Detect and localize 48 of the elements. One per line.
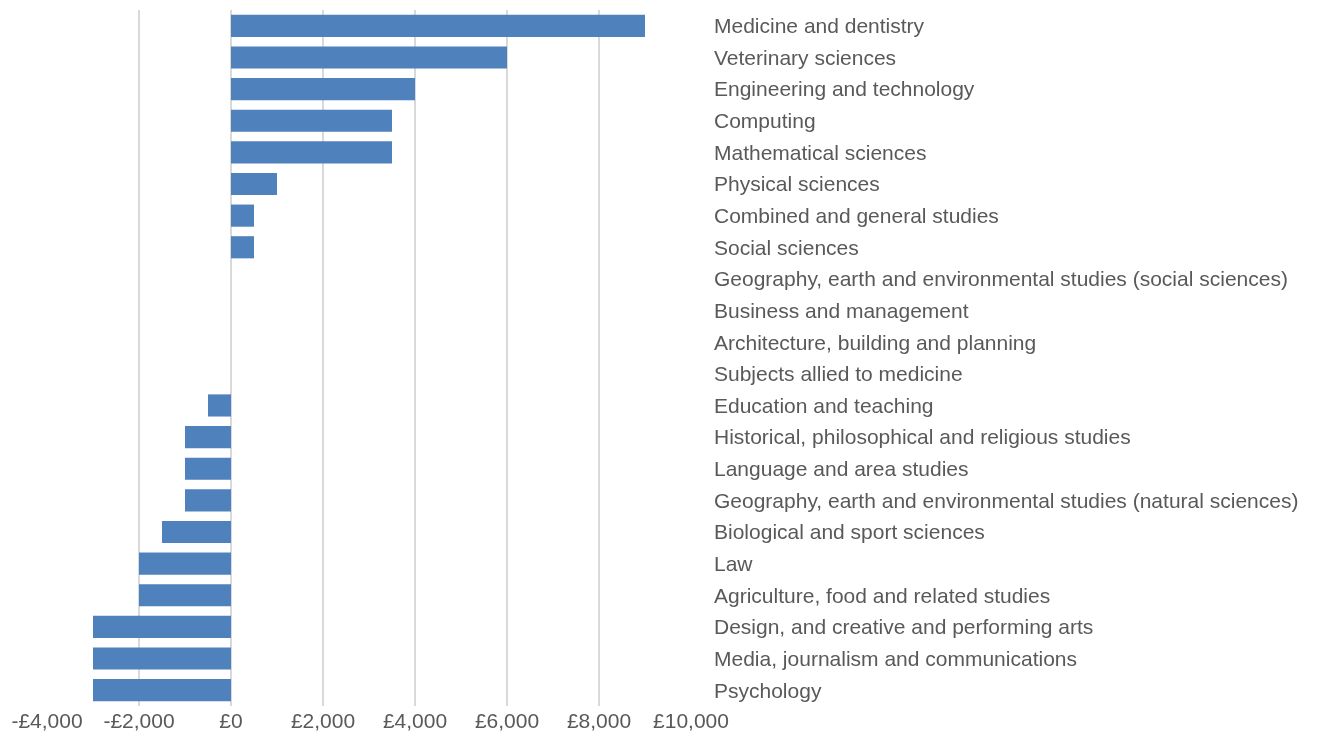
bar [231, 141, 392, 164]
bar [185, 426, 231, 449]
y-tick-label: Education and teaching [714, 393, 934, 417]
bar [185, 457, 231, 480]
x-tick-label: -£2,000 [103, 709, 175, 732]
bar [231, 46, 507, 69]
bar [231, 204, 254, 227]
bar [139, 552, 231, 575]
y-tick-label: Business and management [714, 298, 969, 322]
y-tick-label: Design, and creative and performing arts [714, 615, 1094, 639]
y-tick-label: Psychology [714, 678, 822, 702]
y-tick-label: Geography, earth and environmental studies (natural sciences) [714, 488, 1299, 512]
bar [93, 647, 231, 670]
x-tick-label: -£4,000 [11, 709, 83, 732]
bar [231, 78, 415, 101]
x-tick-label: £10,000 [653, 709, 729, 732]
y-tick-label: Social sciences [714, 235, 859, 259]
y-tick-label: Biological and sport sciences [714, 520, 985, 544]
bar [93, 679, 231, 702]
y-tick-label: Combined and general studies [714, 203, 999, 227]
bar [231, 14, 645, 37]
y-tick-label: Physical sciences [714, 172, 880, 196]
y-tick-label: Subjects allied to medicine [714, 362, 963, 386]
y-tick-label: Historical, philosophical and religious studies [714, 425, 1131, 449]
x-tick-label: £0 [219, 709, 243, 732]
x-tick-label: £4,000 [382, 709, 448, 732]
bar [231, 109, 392, 132]
y-tick-label: Law [714, 551, 754, 575]
bar [208, 394, 231, 417]
y-tick-label: Computing [714, 109, 816, 133]
x-tick-label: £8,000 [566, 709, 632, 732]
bar [139, 584, 231, 607]
bar [93, 615, 231, 638]
bar [231, 236, 254, 259]
y-tick-label: Architecture, building and planning [714, 330, 1037, 354]
bar [185, 489, 231, 512]
y-tick-label: Engineering and technology [714, 77, 975, 101]
y-tick-label: Veterinary sciences [714, 45, 897, 69]
y-tick-label: Mathematical sciences [714, 140, 927, 164]
bar [231, 172, 277, 196]
y-tick-label: Geography, earth and environmental studies (social sciences) [714, 267, 1288, 291]
y-tick-label: Media, journalism and communications [714, 646, 1077, 670]
bar [162, 520, 231, 544]
y-tick-label: Language and area studies [714, 457, 969, 481]
x-tick-label: £6,000 [474, 709, 540, 732]
y-tick-label: Medicine and dentistry [714, 14, 925, 38]
x-tick-label: £2,000 [290, 709, 356, 732]
y-tick-label: Agriculture, food and related studies [714, 583, 1051, 607]
